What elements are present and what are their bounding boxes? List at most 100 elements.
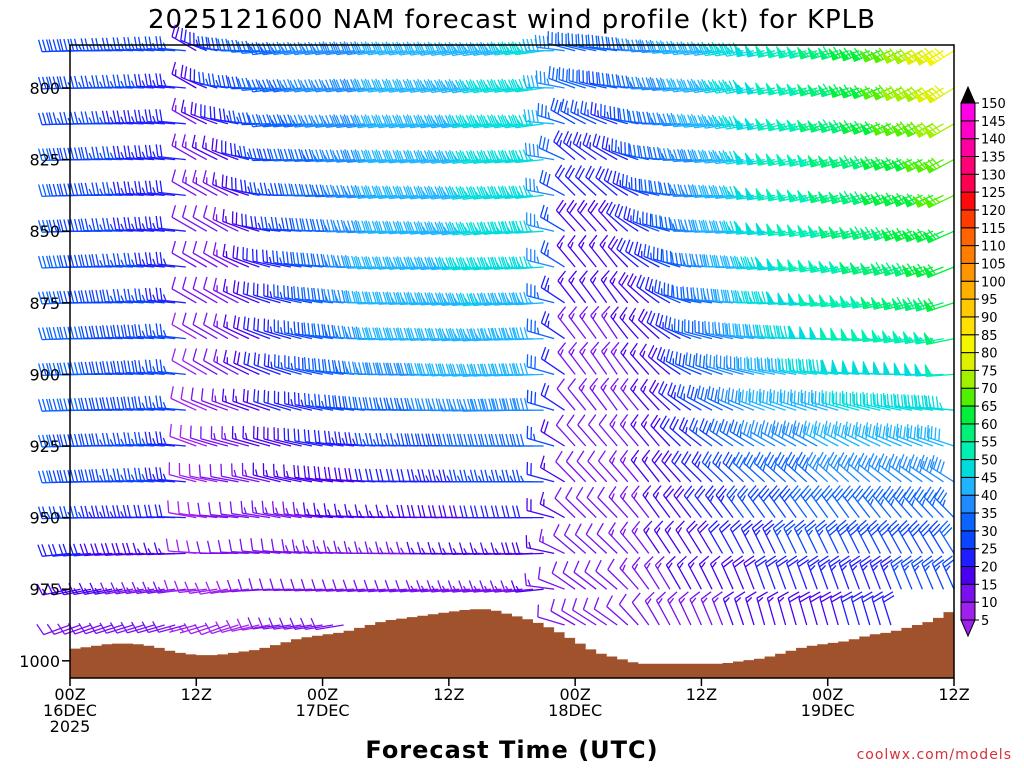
wind-barb-feather: [570, 99, 574, 113]
wind-barb-feather: [88, 622, 97, 634]
wind-barb-shaft: [526, 473, 555, 483]
wind-barb-shaft: [539, 181, 565, 196]
wind-barb-feather: [120, 361, 125, 374]
wind-barb-feather: [399, 327, 405, 341]
wind-barb-feather: [116, 110, 121, 123]
wind-barb-feather: [638, 145, 643, 159]
wind-barb-feather: [155, 359, 159, 372]
wind-barb-feather: [152, 366, 156, 373]
wind-barb-feather: [246, 390, 249, 403]
wind-barb-feather: [95, 218, 100, 231]
wind-barb-feather: [622, 492, 627, 500]
wind-barb-feather: [469, 433, 475, 447]
wind-barb-feather: [123, 360, 127, 373]
wind-barb-shaft: [116, 624, 144, 634]
wind-barb-feather: [152, 621, 160, 633]
wind-barb-feather: [447, 115, 454, 128]
wind-barb-feather: [515, 292, 521, 305]
wind-barb-feather: [284, 183, 289, 196]
wind-barb-feather: [171, 348, 177, 361]
wind-barb-feather: [279, 257, 283, 265]
wind-barb-feather: [461, 115, 468, 128]
wind-barb-feather: [665, 349, 670, 362]
wind-barb-feather: [655, 77, 662, 90]
wind-barb-feather: [619, 414, 629, 425]
wind-barb-feather: [196, 541, 201, 554]
wind-barb-feather: [37, 327, 43, 340]
wind-barb-feather: [438, 433, 443, 446]
wind-barb-shaft: [182, 324, 208, 340]
wind-barb-feather: [213, 349, 218, 362]
wind-barb-feather: [344, 190, 350, 197]
wind-barb-shaft: [526, 259, 555, 268]
wind-barb-shaft: [305, 440, 334, 447]
wind-barb-feather: [287, 114, 293, 127]
wind-barb-feather: [374, 257, 380, 270]
wind-barb-feather: [656, 562, 662, 569]
wind-barb-shaft: [515, 194, 544, 199]
wind-barb-shaft: [223, 326, 250, 340]
wind-barb-feather: [73, 469, 79, 482]
wind-barb-feather: [427, 41, 434, 54]
wind-barb-shaft: [157, 407, 186, 411]
wind-barb-feather: [610, 238, 619, 251]
wind-barb-feather: [409, 150, 416, 163]
wind-barb-feather: [617, 75, 622, 88]
wind-barb-feather: [109, 511, 114, 518]
wind-barb-feather: [181, 205, 187, 218]
wind-barb-feather: [469, 398, 475, 412]
wind-barb-feather: [290, 327, 294, 335]
wind-barb-feather: [333, 325, 338, 338]
wind-barb-feather: [542, 171, 548, 185]
wind-barb-feather: [444, 79, 451, 92]
wind-barb-feather: [623, 206, 628, 219]
wind-barb-feather: [554, 164, 563, 176]
wind-barb-feather: [420, 222, 426, 235]
wind-barb-feather: [620, 378, 629, 389]
wind-barb-feather: [464, 155, 470, 162]
wind-barb-feather: [84, 290, 89, 303]
wind-barb-feather: [673, 485, 683, 496]
wind-barb-feather: [159, 323, 163, 337]
wind-barb-feather: [686, 520, 696, 531]
wind-barb-feather: [746, 356, 749, 369]
wind-barb-shaft: [649, 390, 671, 411]
wind-barb-feather: [551, 561, 558, 574]
wind-barb-feather: [702, 184, 708, 197]
wind-barb-feather: [116, 217, 121, 231]
wind-barb-shaft: [619, 317, 639, 340]
wind-barb-feather: [593, 597, 600, 610]
wind-barb-shaft: [182, 359, 208, 375]
wind-barb-feather: [95, 361, 100, 374]
wind-barb-feather: [648, 146, 654, 160]
wind-barb-feather: [51, 543, 58, 557]
wind-barb-feather: [671, 188, 676, 196]
wind-barb-feather: [464, 84, 470, 91]
wind-barb-feather: [48, 219, 54, 232]
wind-barb-feather: [639, 217, 642, 225]
wind-barb-feather: [489, 222, 496, 235]
wind-barb-feather: [607, 36, 611, 50]
wind-barb-feather: [641, 77, 647, 90]
wind-barb-feather: [99, 117, 104, 124]
wind-barb-shaft: [548, 77, 576, 89]
wind-barb-feather: [633, 144, 637, 158]
wind-barb-shaft: [600, 279, 618, 304]
wind-barb-feather: [123, 432, 127, 445]
wind-barb-feather: [246, 282, 249, 296]
wind-barb-feather: [580, 100, 584, 114]
wind-barb-feather: [56, 183, 62, 196]
wind-barb-feather: [116, 181, 121, 195]
wind-barb-feather: [555, 450, 563, 463]
wind-barb-feather: [595, 135, 601, 148]
wind-barb-feather: [301, 218, 306, 231]
wind-barb-feather: [501, 185, 508, 198]
wind-barb-feather: [459, 469, 464, 482]
wind-barb-feather: [127, 217, 131, 230]
wind-barb-feather: [632, 209, 635, 222]
wind-barb-feather: [502, 398, 508, 411]
wind-barb-feather: [676, 79, 683, 91]
wind-barb-feather: [598, 414, 608, 425]
wind-barb-feather: [456, 363, 462, 376]
wind-barb-feather: [396, 256, 402, 269]
